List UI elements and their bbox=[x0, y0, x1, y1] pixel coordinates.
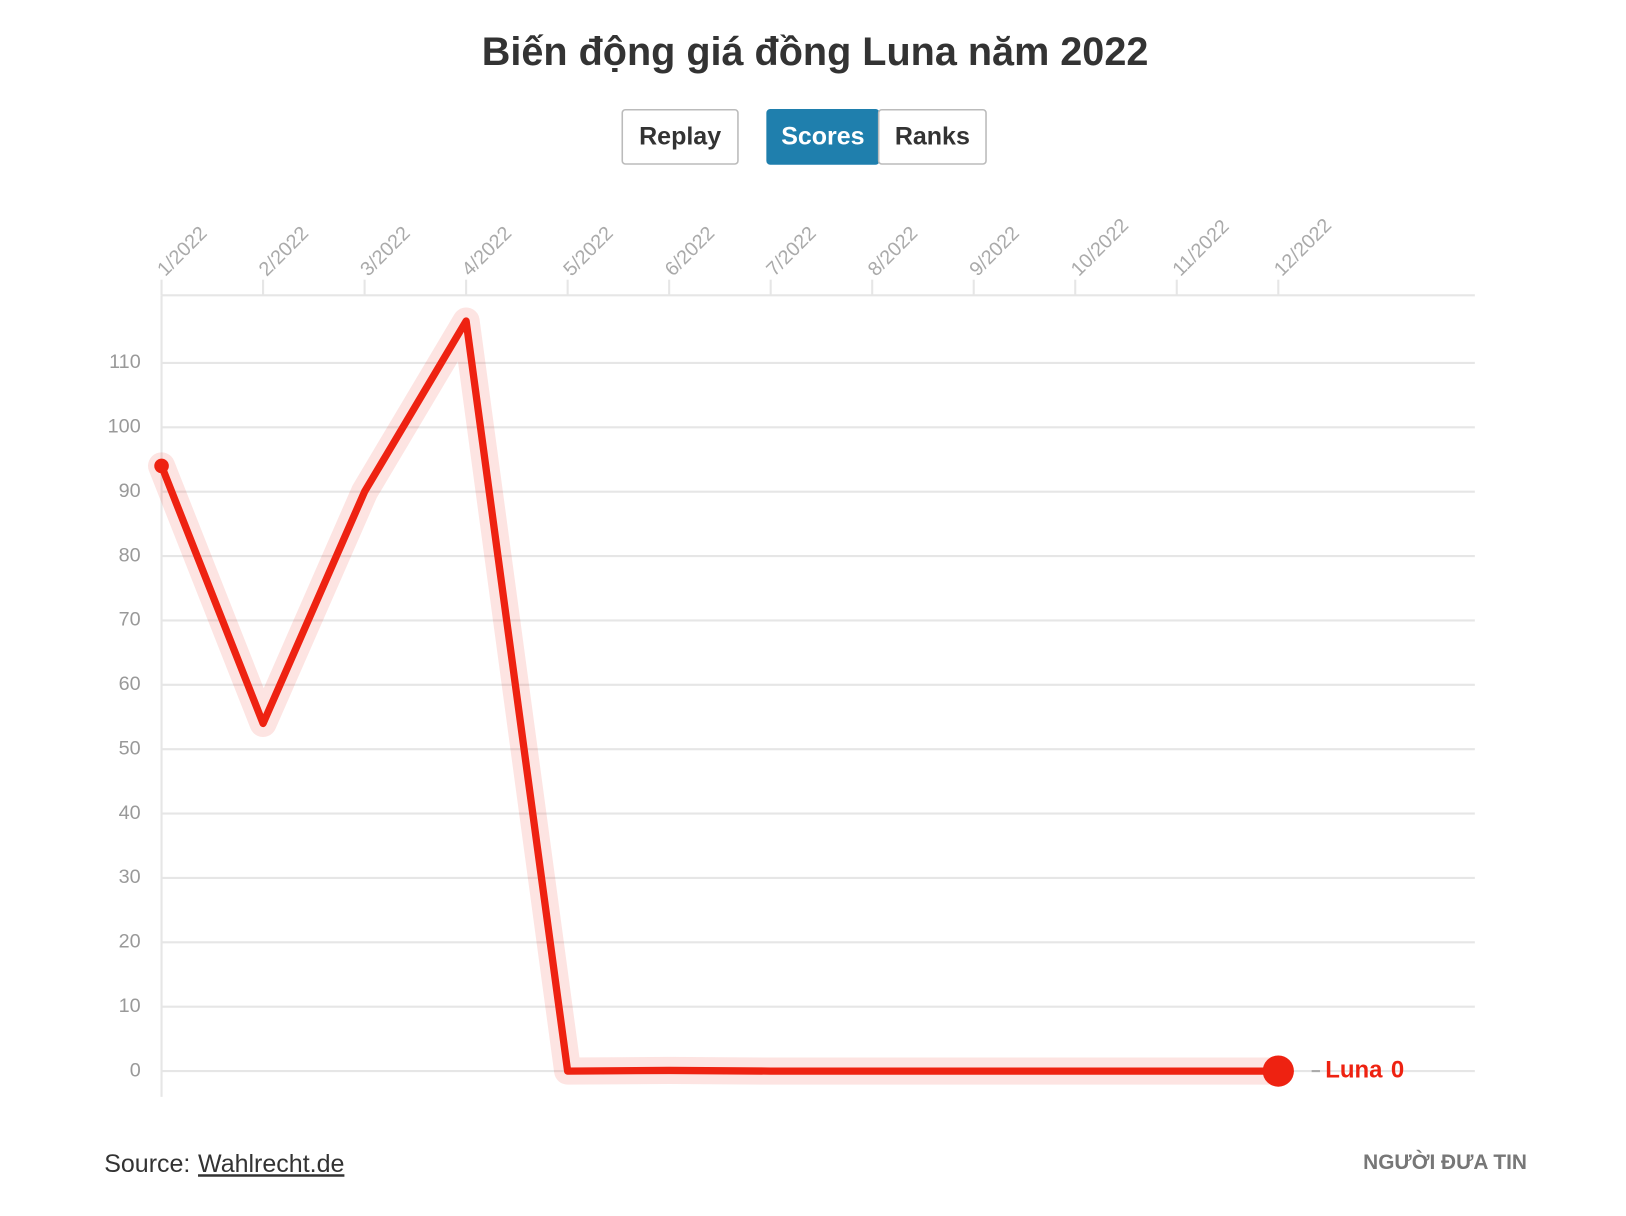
x-tick-label: 3/2022 bbox=[356, 222, 414, 280]
button-bar: Replay Scores Ranks bbox=[621, 108, 987, 165]
x-tick-label: 7/2022 bbox=[762, 222, 820, 280]
x-tick-label: 12/2022 bbox=[1270, 214, 1336, 280]
start-dot bbox=[154, 458, 169, 474]
button[interactable]: Ranks bbox=[877, 108, 987, 165]
x-tick-label: 9/2022 bbox=[965, 222, 1023, 280]
end-dot bbox=[1262, 1055, 1294, 1087]
y-tick-label: 0 bbox=[130, 1059, 141, 1081]
button-bg bbox=[621, 108, 739, 165]
end-label-name: Luna bbox=[1325, 1056, 1383, 1083]
y-tick-label: 40 bbox=[119, 802, 141, 824]
y-tick-label: 50 bbox=[119, 737, 141, 759]
y-tick-label: 70 bbox=[119, 609, 141, 631]
button-label: Ranks bbox=[895, 123, 970, 151]
x-tick-label: 11/2022 bbox=[1168, 216, 1233, 281]
button-label: Scores bbox=[781, 123, 864, 151]
x-tick-label: 10/2022 bbox=[1067, 214, 1133, 280]
x-tick-label: 8/2022 bbox=[864, 222, 922, 280]
logo: NGƯỜI ĐƯA TIN bbox=[1363, 1150, 1527, 1174]
chart-title: Biến động giá đồng Luna năm 2022 bbox=[482, 30, 1149, 74]
y-tick-label: 10 bbox=[119, 995, 141, 1017]
y-tick-label: 30 bbox=[119, 866, 141, 888]
end-label-value: 0 bbox=[1391, 1056, 1404, 1083]
y-tick-label: 60 bbox=[119, 673, 141, 695]
x-tick-label: 5/2022 bbox=[559, 222, 617, 280]
source-label: Source: bbox=[104, 1150, 190, 1178]
x-tick-label: 6/2022 bbox=[661, 222, 719, 280]
source-link[interactable]: Wahlrecht.de bbox=[198, 1150, 344, 1178]
line-halo bbox=[148, 307, 1292, 1085]
y-tick-label: 90 bbox=[119, 480, 141, 502]
button-bg bbox=[877, 108, 987, 165]
y-tick-label: 80 bbox=[119, 544, 141, 566]
x-tick-label: 1/2022 bbox=[153, 222, 211, 280]
y-tick-label: 110 bbox=[109, 351, 141, 373]
x-tick-label: 4/2022 bbox=[458, 222, 516, 280]
y-tick-label: 100 bbox=[108, 416, 141, 438]
line bbox=[158, 317, 1279, 1075]
button[interactable]: Scores bbox=[766, 108, 880, 165]
y-tick-label: 20 bbox=[119, 931, 141, 953]
button-label: Replay bbox=[639, 123, 721, 151]
x-tick-label: 2/2022 bbox=[255, 222, 313, 280]
button[interactable]: Replay bbox=[621, 108, 739, 165]
